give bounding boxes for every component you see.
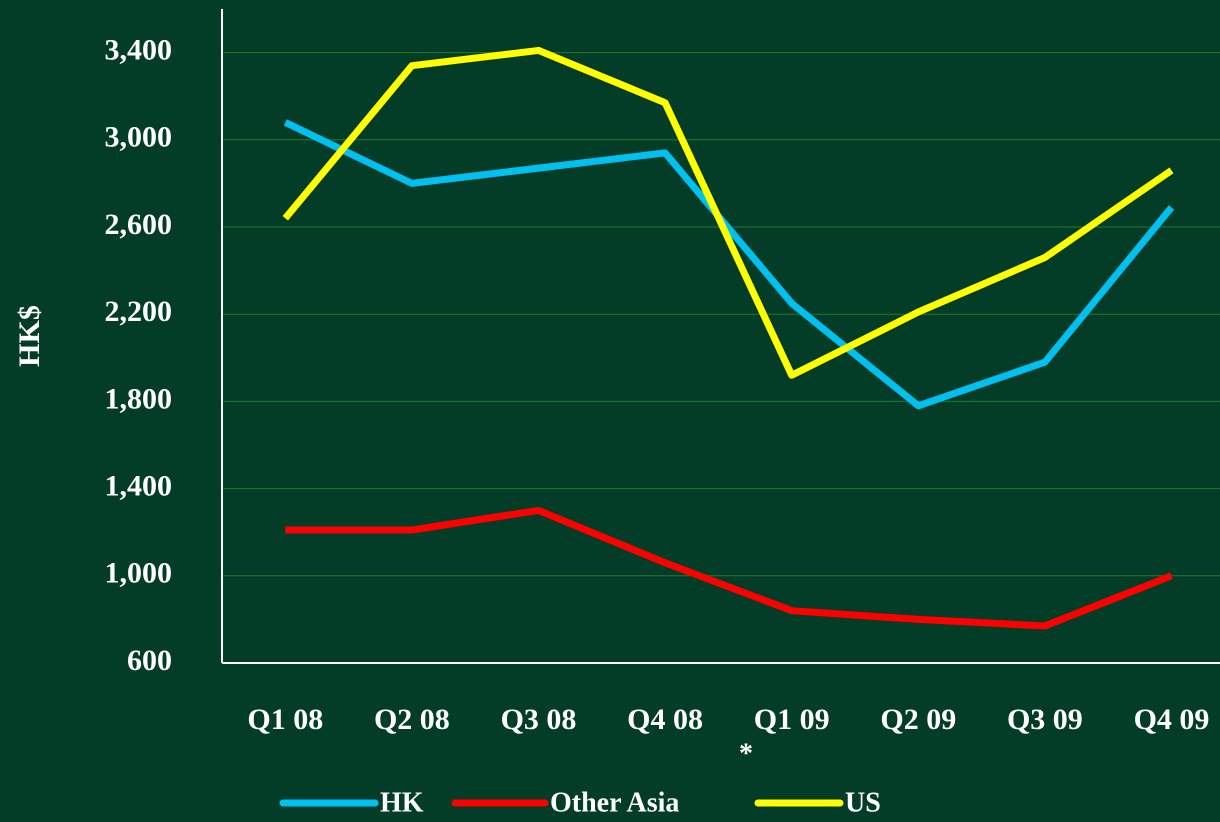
series-line (283, 119, 1175, 410)
annotation: * (739, 738, 753, 769)
x-tick-label: Q3 08 (501, 703, 577, 736)
x-tick-label: Q2 09 (880, 703, 956, 736)
series-line (285, 506, 1173, 630)
x-tick-label: Q1 08 (247, 703, 323, 736)
x-tick-label: Q2 08 (374, 703, 450, 736)
legend-label: Other Asia (550, 787, 679, 818)
y-tick-label: 2,600 (105, 208, 173, 241)
y-tick-label: 1,400 (105, 469, 173, 502)
x-tick-label: Q3 09 (1007, 703, 1083, 736)
series-line (282, 46, 1174, 379)
y-tick-label: 600 (127, 644, 172, 677)
y-tick-label: 3,000 (105, 121, 173, 154)
legend-label: US (845, 787, 881, 818)
legend-label: HK (380, 787, 424, 818)
x-tick-label: Q4 08 (627, 703, 703, 736)
x-tick-label: Q1 09 (754, 703, 830, 736)
y-tick-label: 1,800 (105, 382, 173, 415)
y-axis-label: HK$ (13, 305, 46, 367)
x-tick-label: Q4 09 (1134, 703, 1210, 736)
y-tick-label: 3,400 (105, 33, 173, 66)
y-tick-label: 1,000 (105, 557, 173, 590)
y-tick-label: 2,200 (105, 295, 173, 328)
